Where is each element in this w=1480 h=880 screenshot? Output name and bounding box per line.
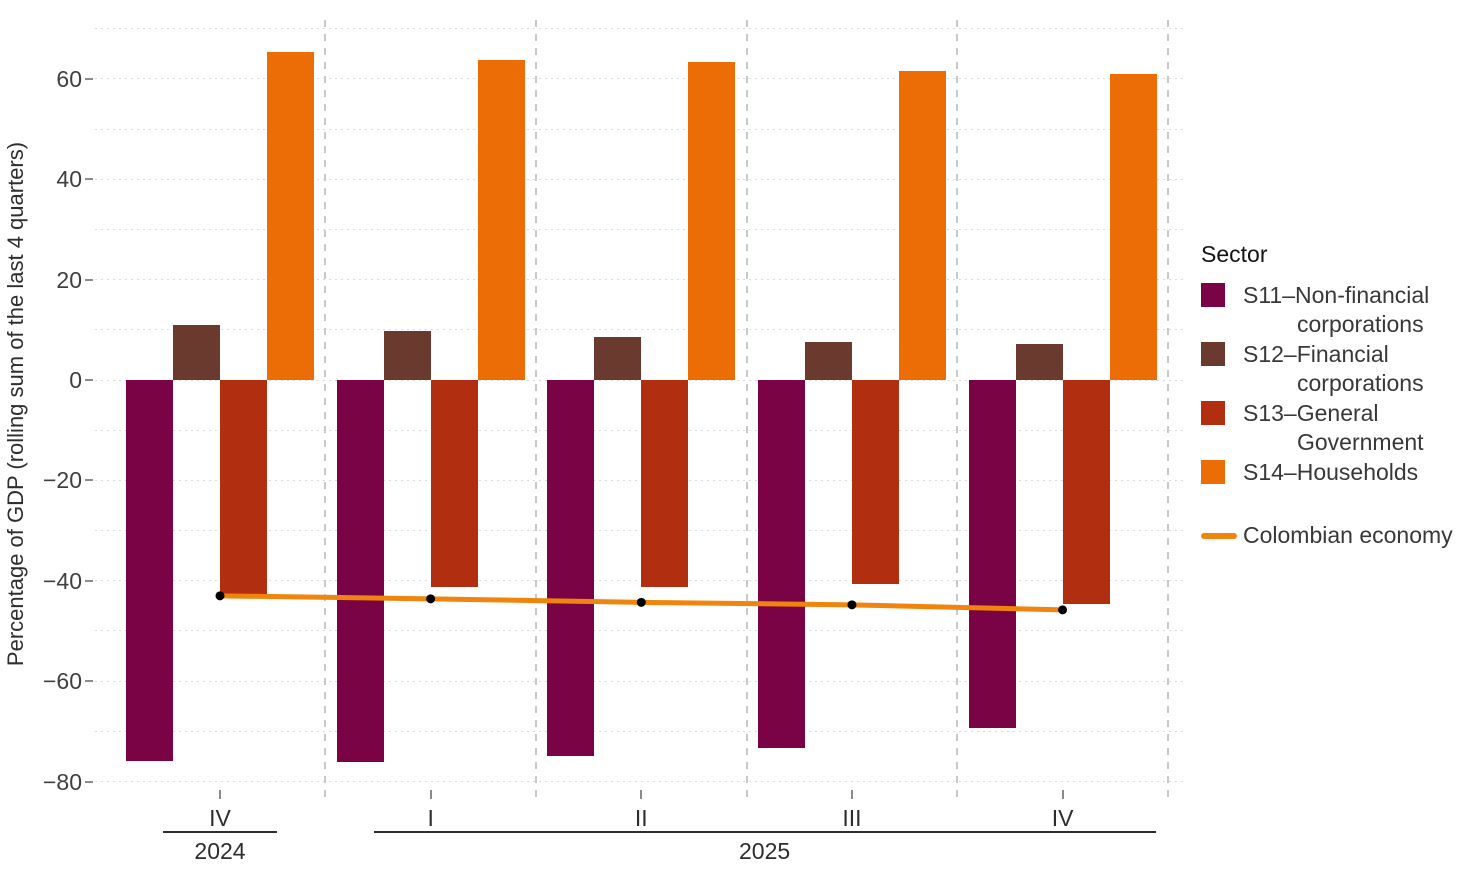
y-axis-title: Percentage of GDP (rolling sum of the la… (3, 141, 28, 667)
y-tick-mark (85, 77, 93, 80)
legend-swatch-s11 (1201, 283, 1225, 307)
x-tick-mark (429, 790, 432, 799)
y-tick-label: −40 (42, 567, 82, 594)
legend: Sector S11–Non-financial corporations S12–… (1201, 240, 1476, 550)
quarter-separator (745, 20, 748, 800)
bar-s11 (757, 380, 805, 749)
gridline (95, 580, 1185, 582)
y-tick-mark (85, 379, 93, 381)
legend-swatch-s14 (1201, 460, 1225, 484)
gridline (95, 228, 1185, 230)
bar-s13 (220, 380, 267, 598)
legend-line-swatch (1201, 532, 1237, 539)
y-tick-label: −20 (42, 467, 82, 494)
x-quarter-label: II (634, 805, 648, 831)
legend-label-s11: S11–Non-financial corporations (1243, 282, 1430, 337)
x-tick-mark (640, 790, 643, 799)
x-tick-mark (850, 790, 853, 799)
bar-s12 (594, 337, 642, 380)
x-quarter-label: IV (209, 805, 231, 831)
year-label: 2025 (739, 838, 791, 864)
y-tick-mark (85, 579, 93, 582)
y-tick-label: 0 (69, 367, 82, 393)
x-tick-mark (1061, 790, 1064, 799)
gridline (95, 429, 1185, 431)
economy-point (847, 600, 857, 610)
gridline (95, 178, 1185, 180)
y-tick-label: 60 (56, 65, 82, 92)
legend-label-s13: S13–General Government (1243, 400, 1424, 455)
bar-s13 (641, 380, 689, 587)
x-tick-mark (219, 790, 221, 799)
y-tick-label: 20 (56, 266, 82, 293)
legend-item-s14: S14–Households (1201, 458, 1476, 487)
economy-point (636, 597, 646, 607)
economy-point (1058, 605, 1068, 615)
gridline (95, 781, 1185, 783)
year-axis-line (163, 831, 277, 833)
gridline (95, 730, 1185, 732)
quarter-separator (956, 20, 959, 800)
gridline (95, 279, 1185, 281)
gridline (95, 379, 1185, 381)
bar-s13 (851, 380, 899, 585)
bar-s14 (688, 61, 736, 380)
legend-item-economy: Colombian economy (1201, 521, 1476, 550)
gridline (95, 479, 1185, 481)
legend-label-economy: Colombian economy (1243, 522, 1453, 548)
legend-item-s11: S11–Non-financial corporations (1201, 281, 1476, 339)
y-tick-mark (85, 278, 93, 281)
bar-s13 (430, 380, 478, 587)
y-tick-mark (85, 680, 93, 683)
bar-s14 (898, 70, 946, 380)
bar-s12 (1015, 343, 1063, 380)
bar-s12 (383, 331, 431, 380)
quarter-separator (534, 20, 537, 800)
y-tick-mark (85, 479, 93, 482)
y-tick-label: 40 (56, 166, 82, 193)
bar-s11 (547, 380, 595, 757)
economy-point (426, 594, 436, 604)
gridline (95, 680, 1185, 682)
y-tick-label: −80 (42, 768, 82, 795)
legend-swatch-s13 (1201, 401, 1225, 425)
gridline (95, 630, 1185, 632)
y-tick-mark (85, 178, 93, 181)
bar-s12 (173, 324, 220, 380)
quarter-separator (1166, 20, 1169, 800)
bar-s14 (267, 52, 314, 380)
bar-s12 (804, 341, 852, 380)
legend-item-s13: S13–General Government (1201, 399, 1476, 457)
gridline (95, 329, 1185, 331)
legend-items: S11–Non-financial corporations S12–Financi… (1201, 281, 1476, 550)
bar-s11 (336, 380, 384, 762)
bar-s11 (968, 380, 1016, 728)
gridline (95, 28, 1185, 30)
gridline (95, 128, 1185, 130)
gridline (95, 530, 1185, 532)
legend-label-s14: S14–Households (1243, 459, 1419, 485)
y-tick-mark (85, 780, 93, 783)
x-quarter-label: IV (1051, 805, 1074, 831)
year-label: 2024 (194, 838, 246, 864)
x-quarter-label: III (842, 805, 862, 831)
legend-title: Sector (1201, 241, 1268, 267)
quarter-separator (324, 20, 327, 800)
bar-s14 (477, 59, 525, 380)
legend-swatch-s12 (1201, 342, 1225, 366)
legend-item-s12: S12–Financial corporations (1201, 340, 1476, 398)
bar-s13 (1062, 380, 1110, 604)
legend-label-s12: S12–Financial corporations (1243, 341, 1424, 396)
gridline (95, 78, 1185, 80)
bar-s11 (126, 380, 173, 762)
y-tick-label: −60 (42, 668, 82, 695)
bar-s14 (1109, 74, 1157, 380)
year-axis-line (373, 831, 1156, 833)
x-quarter-label: I (427, 805, 434, 831)
